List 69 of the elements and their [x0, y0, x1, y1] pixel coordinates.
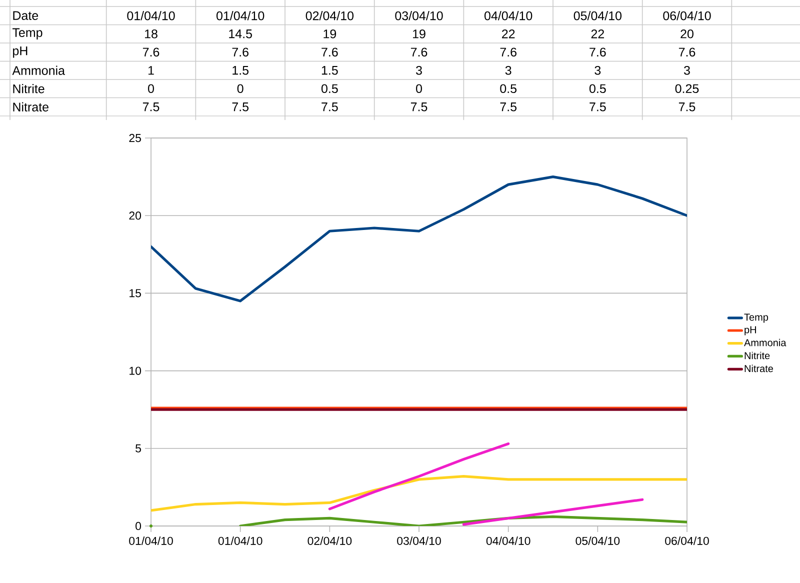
data-label: 20	[680, 29, 694, 38]
data-label: 7.6	[142, 48, 160, 57]
y-tick-label: 25	[129, 134, 141, 142]
data-label: 0	[416, 84, 422, 94]
y-tick-label: 20	[129, 212, 142, 220]
data-label: 1.5	[232, 66, 249, 75]
category-label: 02/04/10	[306, 11, 354, 20]
y-tick-label: 10	[130, 366, 142, 375]
data-label: 22	[591, 30, 604, 38]
data-label: 7.6	[500, 48, 516, 57]
x-tick-label: 01/04/10	[129, 536, 173, 545]
data-label: 7.6	[590, 48, 606, 57]
category-label: 01/04/10	[216, 11, 264, 20]
data-label: 0.25	[675, 84, 699, 94]
data-label: 1.5	[322, 66, 338, 75]
data-label: 3	[684, 66, 690, 75]
line-series	[328, 442, 510, 510]
data-label: 19	[324, 29, 336, 38]
x-tick-label: 01/04/10	[218, 536, 262, 545]
data-label: 7.5	[322, 102, 338, 112]
data-label: 0	[148, 84, 154, 94]
text: Temp	[12, 28, 42, 40]
data-label: 22	[502, 30, 515, 38]
x-tick-label: 06/04/10	[665, 536, 709, 545]
legend-label: pH	[744, 326, 756, 336]
data-label: 3	[594, 66, 601, 75]
data-label: 19	[413, 29, 426, 38]
data-label: 18	[145, 29, 158, 38]
line-series	[462, 498, 644, 526]
data-label: 0	[237, 84, 244, 94]
category-label: 01/04/10	[127, 11, 175, 20]
text: Ammonia	[12, 66, 65, 75]
text: Date	[13, 11, 38, 20]
data-label: 7.5	[678, 102, 696, 112]
data-label: 7.6	[232, 48, 248, 57]
legend-label: Nitrate	[744, 364, 773, 372]
x-tick-label: 05/04/10	[576, 536, 620, 545]
legend-label: Nitrite	[744, 352, 770, 360]
y-tick-label: 0	[136, 522, 142, 530]
category-label: 03/04/10	[395, 11, 443, 20]
data-label: 0.5	[321, 84, 338, 94]
data-label: 7.5	[590, 102, 606, 112]
data-label: 0.5	[589, 84, 606, 94]
text: pH	[13, 46, 28, 58]
line-series	[151, 176, 687, 302]
text: Nitrite	[13, 84, 44, 94]
data-label: 3	[505, 66, 512, 75]
data-label: 3	[416, 66, 422, 75]
data-label: 1	[148, 66, 154, 75]
legend-label: Ammonia	[744, 338, 786, 346]
x-tick-label: 02/04/10	[308, 536, 352, 545]
data-label: 7.6	[678, 48, 696, 57]
data-label: 7.6	[322, 48, 338, 57]
category-label: 04/04/10	[484, 11, 532, 20]
text: Nitrate	[13, 102, 48, 112]
data-label: 7.5	[142, 102, 160, 112]
x-tick-label: 03/04/10	[397, 536, 441, 545]
category-label: 05/04/10	[574, 11, 622, 20]
data-label: 7.5	[410, 102, 428, 112]
x-tick-label: 04/04/10	[486, 536, 530, 545]
y-tick-label: 5	[136, 444, 141, 452]
y-tick-label: 15	[130, 289, 141, 298]
data-label: 7.5	[232, 102, 249, 112]
data-label: 0.5	[500, 84, 516, 94]
category-label: 06/04/10	[663, 11, 711, 20]
data-label: 14.5	[229, 30, 252, 38]
legend-label: Temp	[744, 314, 768, 323]
data-label: 7.5	[500, 102, 516, 112]
data-label: 7.6	[410, 48, 428, 57]
